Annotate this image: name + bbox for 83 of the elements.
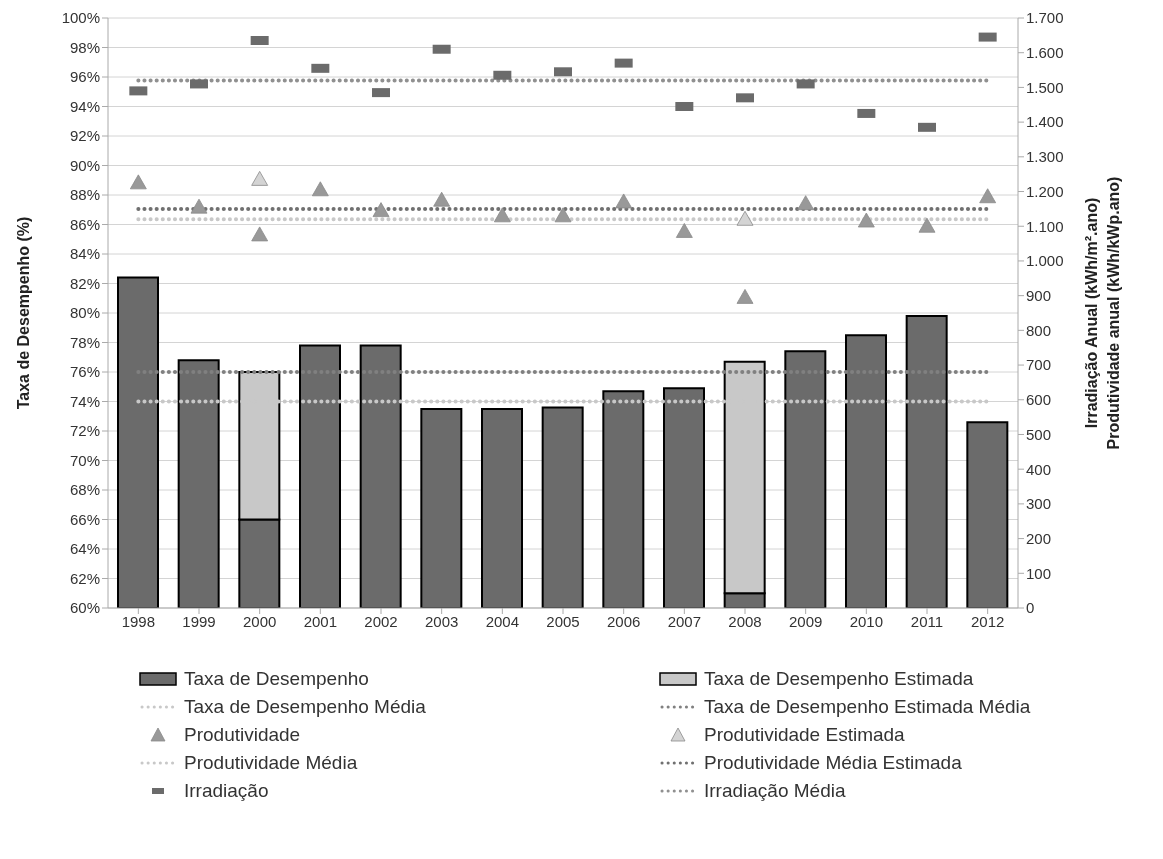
x-tick-label: 2005 <box>546 612 580 630</box>
x-tick-label: 2000 <box>242 612 277 630</box>
legend-label: Taxa de Desempenho Estimada <box>704 668 974 690</box>
point <box>615 193 633 209</box>
y2-tick-label: 1.700 <box>1026 9 1064 27</box>
point <box>190 198 208 214</box>
y2-tick-label: 200 <box>1026 529 1052 547</box>
x-tick-label: 2002 <box>364 612 398 630</box>
y2-tick-label: 1.400 <box>1026 113 1064 131</box>
point <box>857 212 875 228</box>
x-tick-label: 2001 <box>303 612 338 630</box>
y-tick-label: 90% <box>69 156 100 174</box>
point <box>251 226 269 242</box>
y2-tick-label: 1.300 <box>1026 148 1064 166</box>
point <box>311 181 329 197</box>
legend-label: Irradiação Média <box>704 780 846 802</box>
x-tick-label: 2004 <box>485 612 520 630</box>
point <box>372 202 390 218</box>
point <box>251 170 269 186</box>
point <box>433 191 451 207</box>
x-tick-label: 2007 <box>667 612 702 630</box>
y-tick-label: 100% <box>61 9 100 27</box>
x-tick-label: 2006 <box>606 612 641 630</box>
legend-label: Produtividade Média <box>184 752 358 774</box>
y-tick-label: 80% <box>69 304 100 322</box>
y2-tick-label: 1.000 <box>1026 252 1064 270</box>
legend-label: Taxa de Desempenho <box>184 668 369 690</box>
point <box>554 207 572 223</box>
y-tick-label: 68% <box>69 481 100 499</box>
legend-label: Taxa de Desempenho Estimada Média <box>704 696 1031 718</box>
y2-tick-label: 800 <box>1026 321 1052 339</box>
x-tick-label: 2008 <box>728 612 762 630</box>
point <box>493 207 511 223</box>
y2-tick-label: 600 <box>1026 391 1052 409</box>
y-tick-label: 62% <box>69 569 100 587</box>
y-tick-label: 98% <box>69 38 100 56</box>
x-tick-label: 2009 <box>788 612 823 630</box>
y-tick-label: 64% <box>69 540 100 558</box>
legend-label: Produtividade Média Estimada <box>704 752 962 774</box>
y-tick-label: 86% <box>69 215 100 233</box>
x-tick-label: 2011 <box>910 612 944 630</box>
y2-tick-label: 1.600 <box>1026 44 1064 62</box>
y2-tick-label: 900 <box>1026 286 1052 304</box>
y2-tick-label: 300 <box>1026 495 1052 513</box>
y2-tick-label: 1.500 <box>1026 78 1064 96</box>
point <box>675 223 693 238</box>
point <box>736 210 754 226</box>
y-tick-label: 92% <box>69 127 100 145</box>
y-tick-label: 78% <box>69 333 100 351</box>
legend-label: Irradiação <box>184 780 269 802</box>
x-tick-label: 2010 <box>849 612 884 630</box>
y-tick-label: 66% <box>69 510 100 528</box>
y-tick-label: 60% <box>69 599 100 617</box>
y-tick-label: 84% <box>69 245 100 263</box>
legend-label: Produtividade Estimada <box>704 724 905 746</box>
legend-label: Taxa de Desempenho Média <box>184 696 426 718</box>
legend-label: Produtividade <box>184 724 301 746</box>
x-tick-label: 2003 <box>424 612 459 630</box>
y-tick-label: 94% <box>69 97 100 115</box>
y2-tick-label: 400 <box>1026 460 1052 478</box>
y-tick-label: 70% <box>69 451 100 469</box>
y2-tick-label: 1.100 <box>1026 217 1064 235</box>
x-tick-label: 2012 <box>970 612 1005 630</box>
point <box>797 195 815 211</box>
y-tick-label: 96% <box>69 68 100 86</box>
point <box>979 188 997 204</box>
x-tick-label: 1999 <box>182 612 216 630</box>
y2-tick-label: 700 <box>1026 356 1052 374</box>
y-axis-title: Taxa de Desempenho (%) <box>14 216 32 410</box>
y2-tick-label: 500 <box>1026 425 1052 443</box>
y2-tick-label: 100 <box>1026 564 1052 582</box>
point <box>736 288 754 304</box>
y-tick-label: 76% <box>69 363 100 381</box>
y-tick-label: 74% <box>69 392 100 410</box>
y2-axis-title: Irradiação Anual (kWh/m².ano) Produtividade anual (kWh/kWp.ano) <box>1083 176 1122 450</box>
x-tick-label: 1998 <box>121 612 156 630</box>
y-tick-label: 82% <box>69 274 100 292</box>
y-tick-label: 72% <box>69 422 100 440</box>
y2-tick-label: 0 <box>1026 599 1035 617</box>
y2-tick-label: 1.200 <box>1026 182 1064 200</box>
point <box>129 174 147 190</box>
y-tick-label: 88% <box>69 186 100 204</box>
point <box>918 217 936 233</box>
